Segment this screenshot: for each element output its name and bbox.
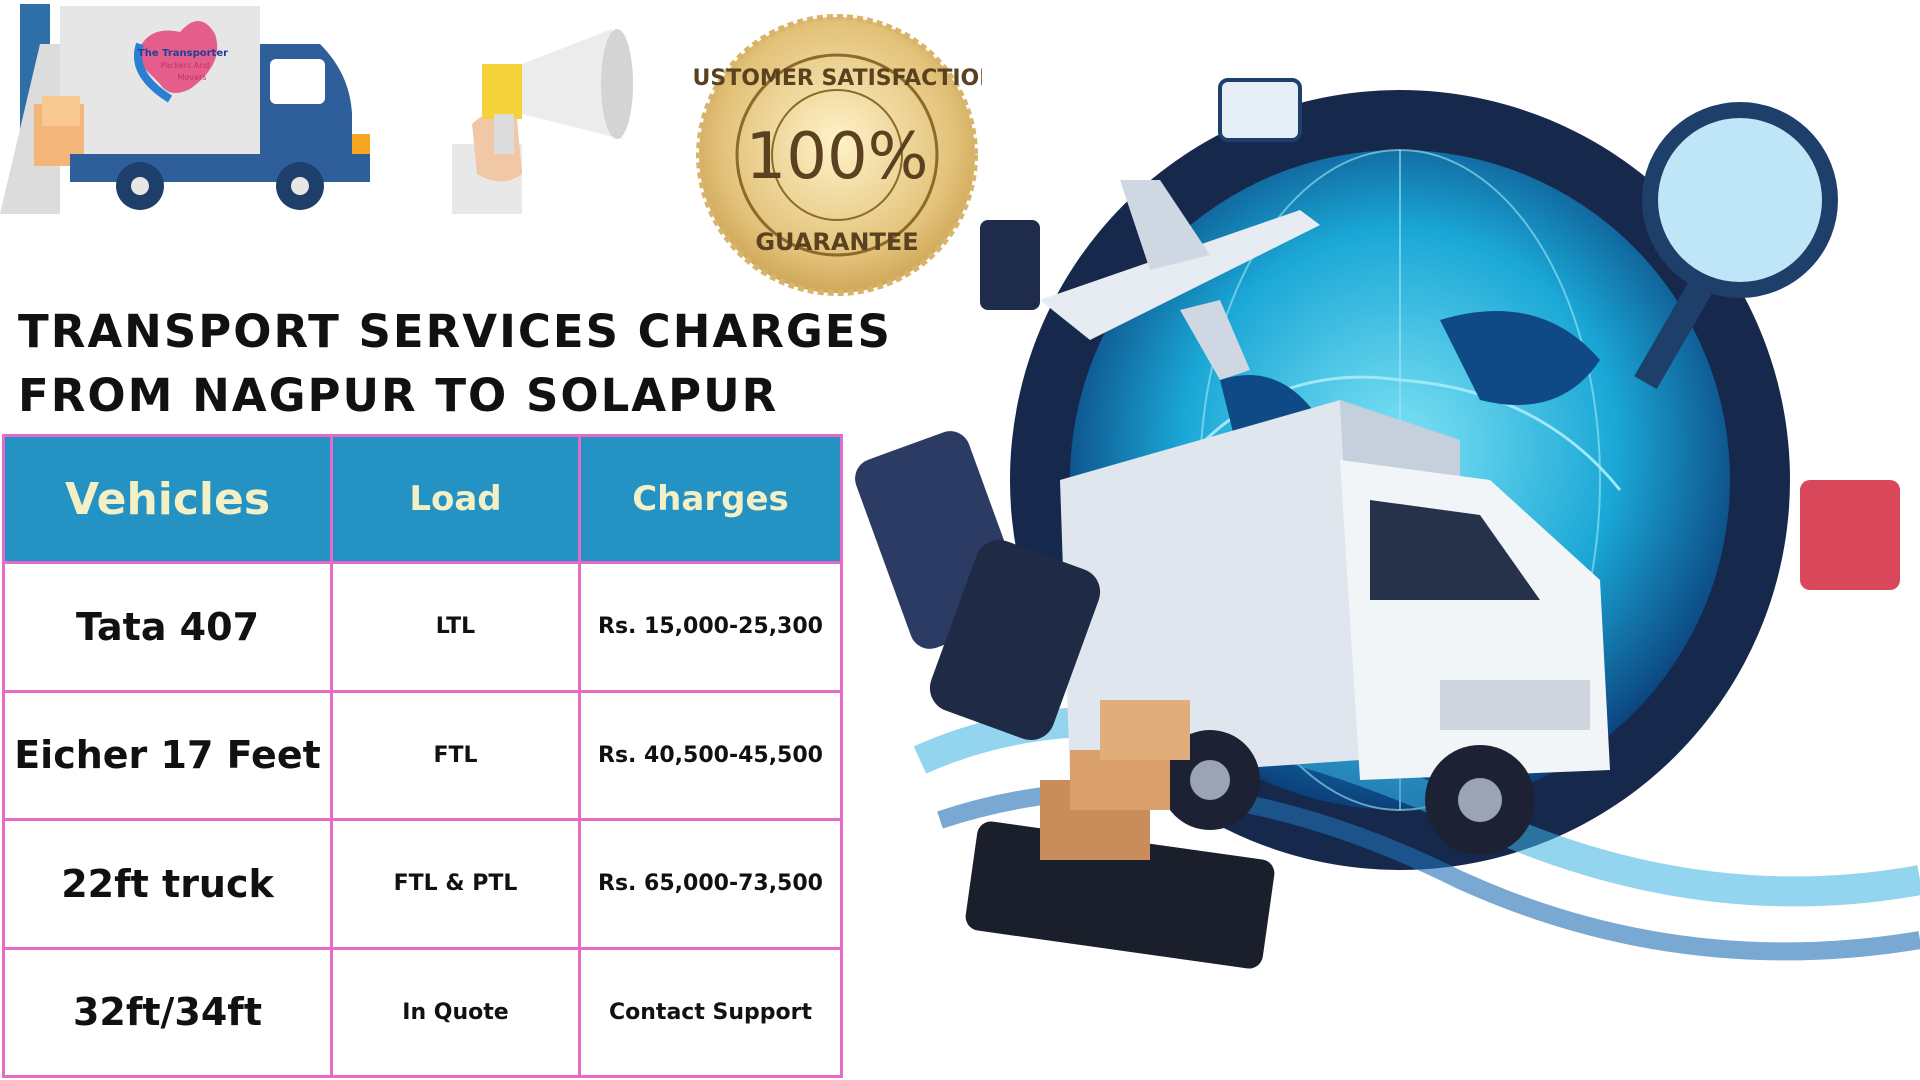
charges-table: Vehicles Load Charges Tata 407 LTL Rs. 1… — [2, 434, 843, 1078]
svg-text:The Transporter: The Transporter — [138, 48, 228, 59]
title-line-2: FROM NAGPUR TO SOLAPUR — [18, 369, 779, 422]
vehicle-cell: Eicher 17 Feet — [2, 689, 333, 821]
load-cell: In Quote — [330, 946, 581, 1078]
table-row: Eicher 17 Feet FTL Rs. 40,500-45,500 — [2, 689, 843, 821]
logistics-illustration — [855, 78, 1920, 969]
table-row: 32ft/34ft In Quote Contact Support — [2, 946, 843, 1078]
title-line-1: TRANSPORT SERVICES CHARGES — [18, 305, 892, 358]
table-row: 22ft truck FTL & PTL Rs. 65,000-73,500 — [2, 818, 843, 950]
seal-bottom-text: GUARANTEE — [755, 228, 918, 256]
seal-top-text: CUSTOMER SATISFACTION — [692, 66, 982, 91]
header-load: Load — [330, 434, 581, 564]
guarantee-seal: CUSTOMER SATISFACTION 100% GUARANTEE — [692, 14, 982, 296]
megaphone-icon — [452, 29, 633, 214]
table-row: Tata 407 LTL Rs. 15,000-25,300 — [2, 561, 843, 693]
vehicle-cell: 32ft/34ft — [2, 946, 333, 1078]
charges-cell: Contact Support — [578, 946, 843, 1078]
delivery-truck-logo: The Transporter Packers And Movers — [0, 4, 370, 214]
load-cell: LTL — [330, 561, 581, 693]
charges-cell: Rs. 15,000-25,300 — [578, 561, 843, 693]
table-header-row: Vehicles Load Charges — [2, 434, 843, 564]
seal-center-text: 100% — [746, 120, 929, 194]
charges-cell: Rs. 40,500-45,500 — [578, 689, 843, 821]
svg-text:Packers And: Packers And — [161, 61, 210, 70]
header-charges: Charges — [578, 434, 843, 564]
page-title: TRANSPORT SERVICES CHARGES FROM NAGPUR T… — [18, 300, 892, 428]
svg-text:Movers: Movers — [178, 73, 207, 82]
charges-cell: Rs. 65,000-73,500 — [578, 818, 843, 950]
vehicle-cell: Tata 407 — [2, 561, 333, 693]
load-cell: FTL & PTL — [330, 818, 581, 950]
vehicle-cell: 22ft truck — [2, 818, 333, 950]
header-vehicles: Vehicles — [2, 434, 333, 564]
load-cell: FTL — [330, 689, 581, 821]
